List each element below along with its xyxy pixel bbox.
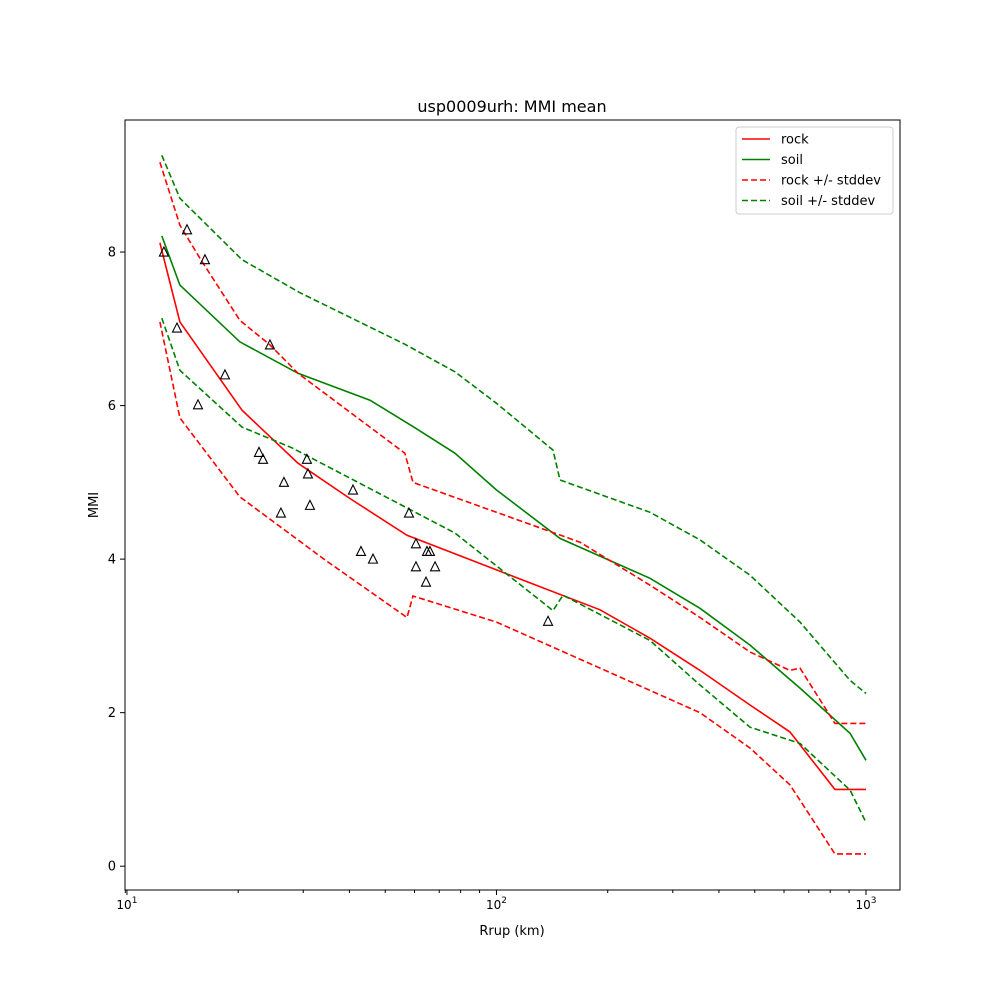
- legend-label-0: rock: [781, 133, 809, 148]
- observation-marker: [355, 545, 367, 556]
- observation-marker: [367, 552, 379, 564]
- chart-title: usp0009urh: MMI mean: [417, 97, 606, 116]
- axes-frame: [124, 119, 901, 891]
- legend-box: [735, 126, 894, 215]
- observation-marker: [275, 506, 287, 518]
- observation-marker: [257, 453, 269, 464]
- series-line-lower-3: [161, 317, 867, 823]
- series-line-1: [161, 235, 867, 761]
- observation-marker: [420, 575, 432, 587]
- observation-marker: [192, 398, 204, 410]
- observation-marker: [410, 560, 422, 572]
- legend-label-2: rock +/- stddev: [781, 174, 881, 189]
- series-line-3: [161, 154, 867, 695]
- observation-marker: [403, 506, 415, 518]
- x-tick-label: 102: [486, 896, 507, 912]
- y-tick-label: 6: [108, 399, 116, 414]
- observation-marker: [264, 338, 276, 350]
- observation-marker: [199, 253, 211, 265]
- series-line-2: [159, 161, 866, 725]
- legend: rock soil rock +/- stddev soil +/- stddev: [735, 126, 894, 215]
- y-tick-label: 4: [108, 553, 116, 568]
- y-tick-label: 0: [108, 860, 116, 875]
- plot-area: [158, 154, 867, 855]
- observation-marker: [347, 483, 359, 495]
- y-tick-label: 2: [108, 706, 116, 721]
- legend-label-1: soil: [781, 153, 803, 168]
- observation-marker: [253, 446, 265, 457]
- observation-marker: [429, 560, 441, 572]
- y-axis-label: MMI: [87, 492, 102, 518]
- observation-marker: [304, 499, 316, 510]
- legend-label-3: soil +/- stddev: [781, 194, 876, 209]
- observation-marker: [410, 537, 422, 549]
- axes: 101 102 103 0 2 4 6 8: [108, 119, 901, 912]
- observation-marker: [278, 476, 290, 487]
- observation-marker: [424, 545, 436, 556]
- observation-marker: [542, 615, 554, 626]
- observation-marker: [171, 321, 183, 333]
- series-line-lower-2: [159, 321, 866, 855]
- observation-marker: [301, 453, 313, 464]
- y-tick-label: 8: [108, 246, 116, 261]
- observation-marker: [181, 223, 193, 235]
- observation-marker: [158, 245, 170, 257]
- observation-marker: [302, 467, 314, 479]
- x-tick-label: 103: [855, 896, 876, 912]
- observation-marker: [219, 368, 231, 380]
- series-line-0: [159, 242, 866, 791]
- x-tick-label: 101: [116, 896, 137, 912]
- series-group: [158, 154, 867, 855]
- x-axis-label: Rrup (km): [479, 924, 544, 939]
